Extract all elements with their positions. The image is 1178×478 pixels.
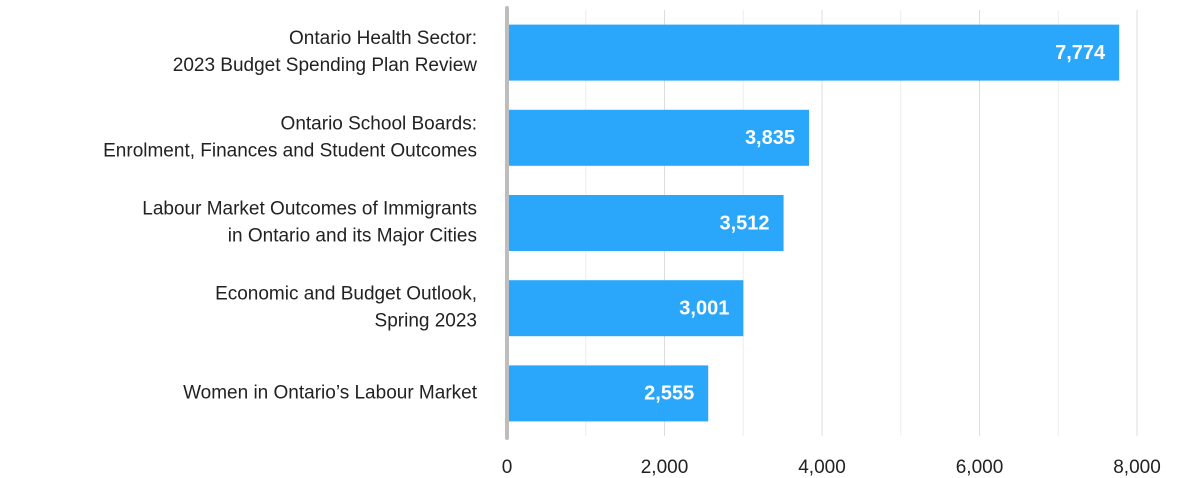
value-label: 7,774: [1055, 42, 1106, 64]
x-tick-label: 6,000: [956, 457, 1004, 478]
y-tick-label: Women in Ontario’s Labour Market: [183, 382, 478, 403]
y-tick-label: Labour Market Outcomes of Immigrants: [142, 199, 477, 220]
value-label: 3,001: [679, 297, 729, 319]
y-tick-label: 2023 Budget Spending Plan Review: [173, 55, 478, 76]
y-tick-label: Enrolment, Finances and Student Outcomes: [103, 140, 477, 161]
y-tick-label: Spring 2023: [375, 311, 477, 332]
y-tick-label: Ontario Health Sector:: [289, 28, 477, 49]
value-label: 3,512: [720, 212, 770, 234]
bar: [509, 365, 709, 422]
bar: [509, 24, 1120, 81]
x-tick-label: 8,000: [1113, 457, 1161, 478]
y-tick-label: in Ontario and its Major Cities: [228, 226, 477, 247]
bar: [509, 195, 784, 251]
x-tick-label: 2,000: [641, 457, 689, 478]
y-tick-label: Ontario School Boards:: [281, 113, 477, 134]
y-tick-label: Economic and Budget Outlook,: [215, 284, 477, 305]
bar: [509, 280, 744, 337]
bar: [509, 109, 810, 166]
value-label: 3,835: [745, 127, 795, 149]
x-tick-label: 4,000: [798, 457, 846, 478]
x-tick-label: 0: [502, 457, 513, 478]
value-label: 2,555: [644, 383, 694, 405]
